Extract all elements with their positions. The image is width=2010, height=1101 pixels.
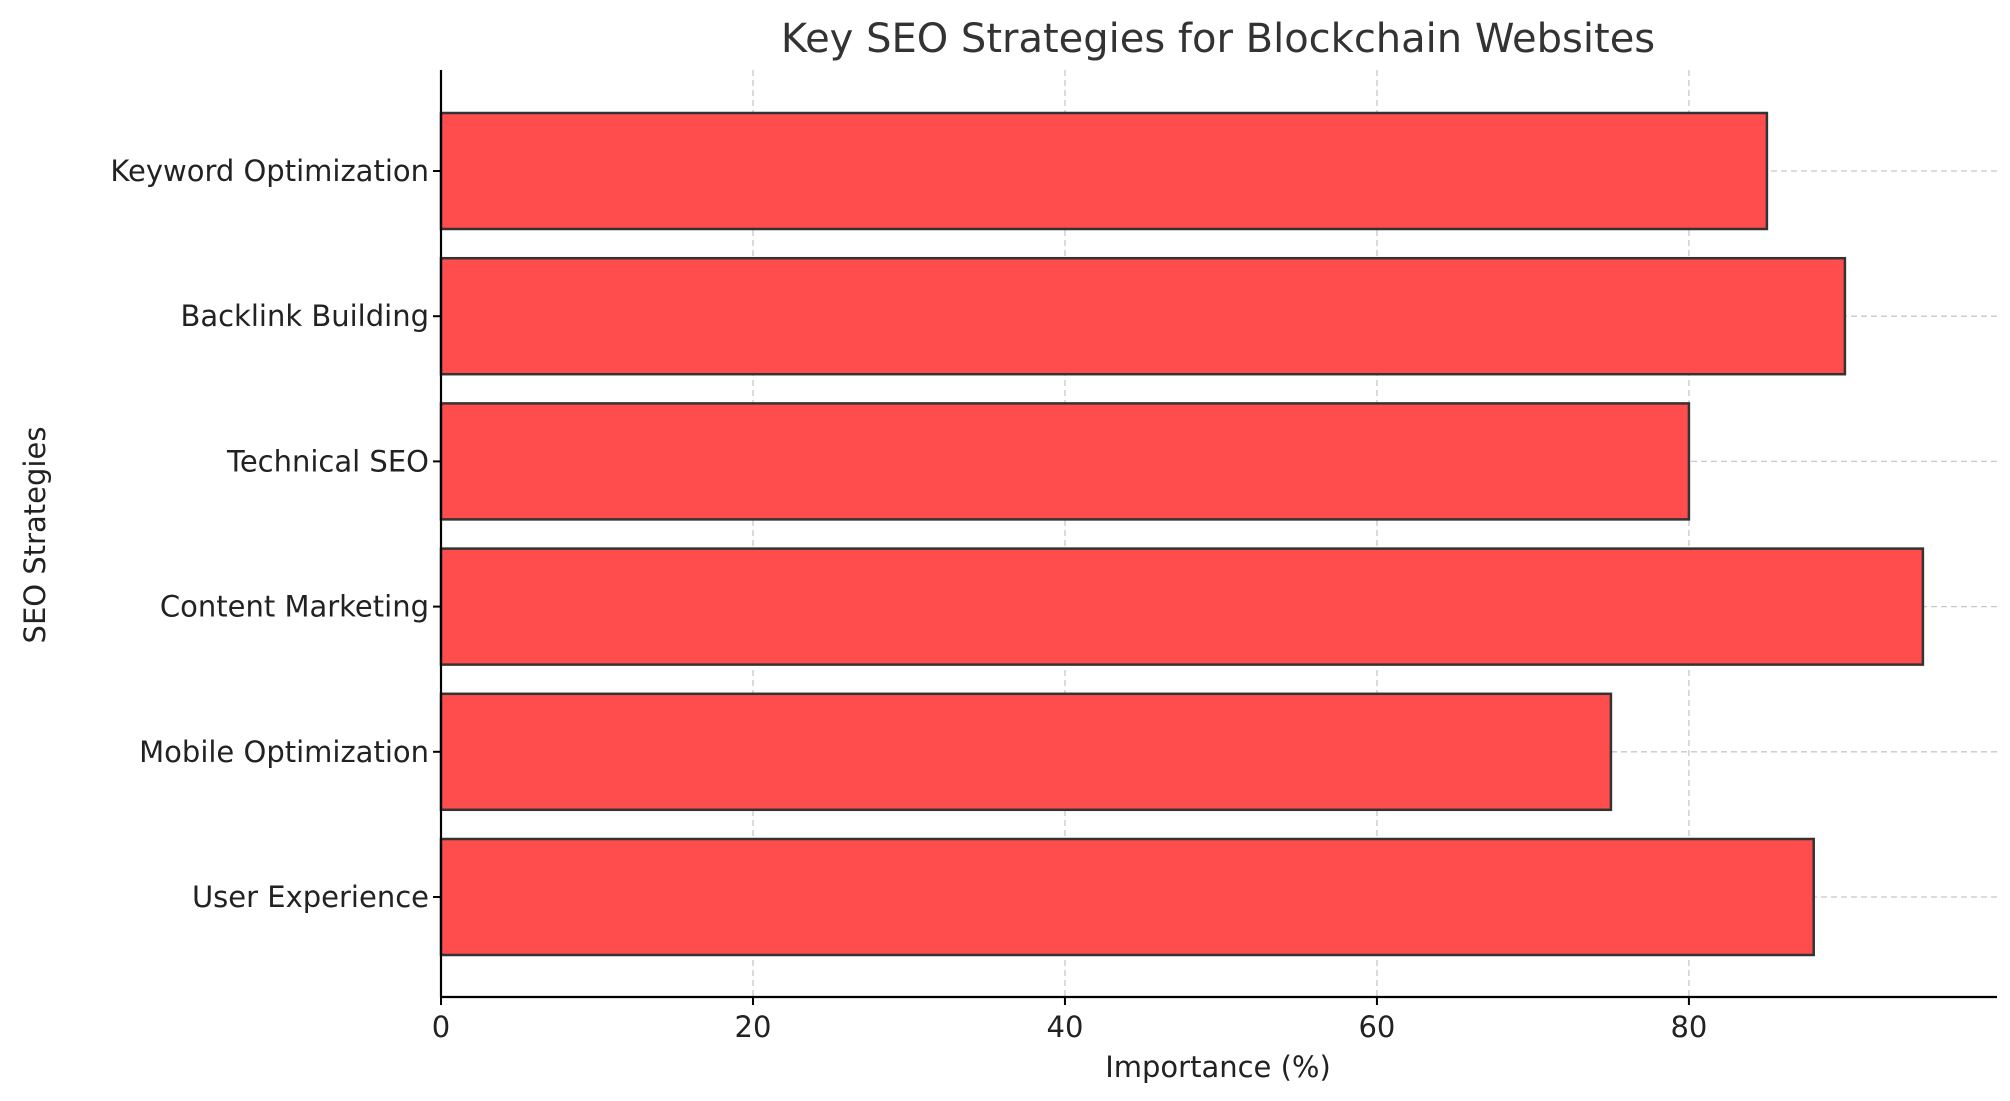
x-axis-label: Importance (%) xyxy=(1105,1050,1331,1084)
y-tick-label-2: Technical SEO xyxy=(226,444,429,478)
y-tick-label-5: User Experience xyxy=(192,880,429,914)
y-tick-label-3: Content Marketing xyxy=(160,590,429,624)
y-tick-label-4: Mobile Optimization xyxy=(139,735,429,769)
y-axis-label: SEO Strategies xyxy=(18,427,52,644)
bar-content-marketing xyxy=(439,547,1925,666)
axes xyxy=(433,70,1997,1005)
y-tick-label-1: Backlink Building xyxy=(180,299,429,333)
bar-backlink-building xyxy=(439,256,1847,376)
x-tick-label-4: 80 xyxy=(1670,1010,1707,1044)
bar-user-experience xyxy=(439,837,1815,957)
x-tick-label-0: 0 xyxy=(432,1010,450,1044)
bars xyxy=(439,111,1925,957)
x-tick-label-3: 60 xyxy=(1358,1010,1395,1044)
bar-mobile-optimization xyxy=(439,692,1613,812)
bar-keyword-optimization xyxy=(439,111,1769,231)
x-tick-label-2: 40 xyxy=(1047,1010,1084,1044)
tick-labels: 0 20 40 60 80 Keyword Optimization Backlink Bu… xyxy=(110,154,1707,1044)
x-tick-label-1: 20 xyxy=(735,1010,772,1044)
bar-technical-seo xyxy=(439,402,1691,521)
chart-title: Key SEO Strategies for Blockchain Websit… xyxy=(781,16,1655,62)
y-tick-label-0: Keyword Optimization xyxy=(110,154,429,188)
